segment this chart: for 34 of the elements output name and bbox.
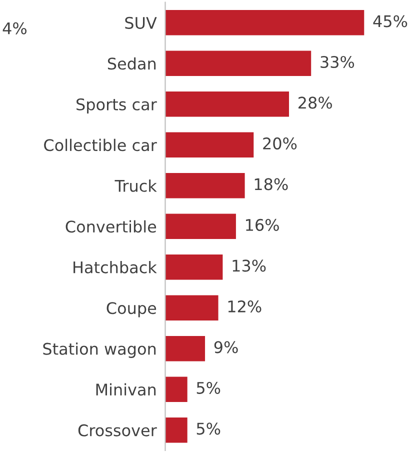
bar [165,10,364,36]
bar [165,295,218,320]
y-tick-label: Coupe [106,302,156,318]
y-tick-label: Hatchback [74,261,157,274]
y-tick-label: Sedan [108,57,156,70]
y-tick-label: Minivan [96,383,156,396]
data-label: 45% [373,15,408,28]
bar [165,376,188,402]
y-tick-label: Sports car [76,98,157,114]
bar [165,417,188,443]
bar [165,336,206,362]
bar [165,50,312,76]
data-label: 18% [254,178,288,190]
data-label: 13% [232,260,266,272]
bar [165,172,245,198]
y-tick-label: Convertible [66,220,156,233]
y-tick-label: SUV [125,16,157,29]
data-label: 33% [320,56,354,68]
y-tick-label: Collectible car [44,138,157,152]
bar [165,254,223,280]
data-label: 12% [228,300,262,312]
data-label: 5% [196,422,220,435]
bar [165,214,236,239]
data-label: 9% [214,341,238,354]
y-tick-label: Truck [114,180,157,192]
bar [165,132,254,158]
data-label: 20% [263,137,297,150]
text: 4% [2,22,26,34]
bar [165,92,289,117]
y-tick-label: Crossover [78,424,157,436]
y-tick-label: Station wagon [43,342,156,358]
data-label: 16% [246,218,279,231]
data-label: 5% [196,382,220,394]
data-label: 28% [298,96,332,109]
